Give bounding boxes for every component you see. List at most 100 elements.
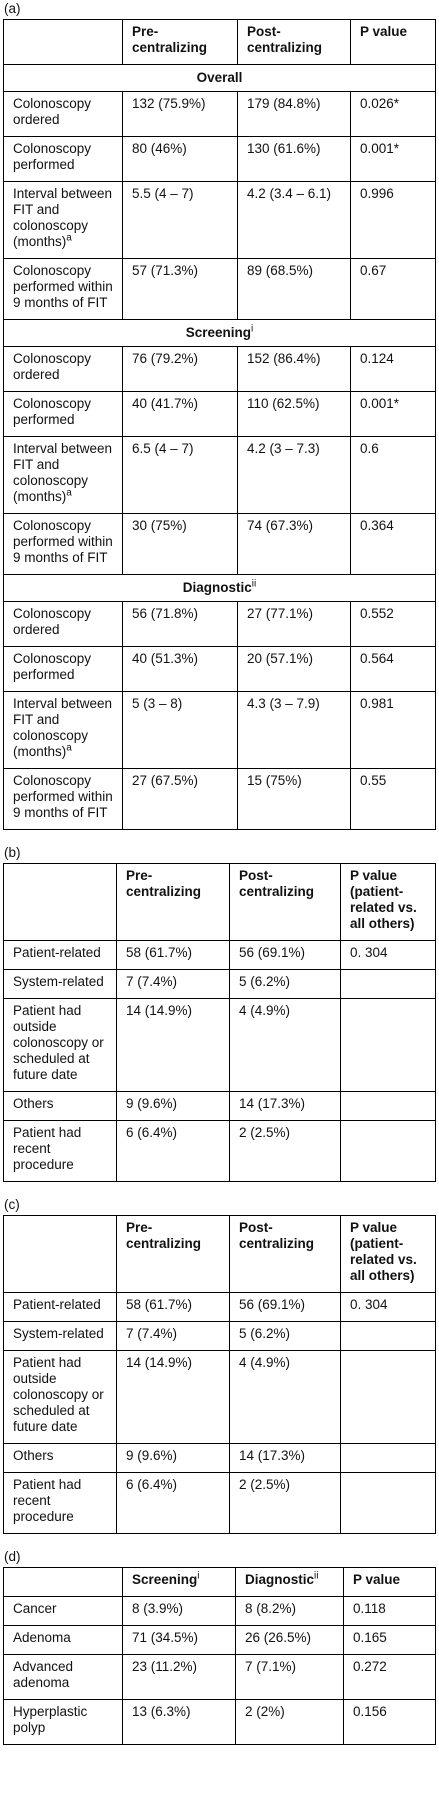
cell: 56 (71.8%) xyxy=(122,601,238,647)
cell-text: Adenoma xyxy=(13,1630,71,1645)
header-cell: Post-centralizing xyxy=(229,1215,341,1293)
cell: 4.2 (3 – 7.3) xyxy=(237,436,351,514)
header-cell: Pre-centralizing xyxy=(122,19,238,65)
table-row: Adenoma 71 (34.5%) 26 (26.5%) 0.165 xyxy=(3,1625,436,1655)
cell: 0.124 xyxy=(350,346,436,392)
row-label: Adenoma xyxy=(3,1625,123,1655)
cell: 89 (68.5%) xyxy=(237,258,351,320)
cell: 40 (41.7%) xyxy=(122,391,238,437)
cell: 9 (9.6%) xyxy=(116,1443,230,1473)
cell-text: Interval between FIT and colonoscopy (mo… xyxy=(13,441,113,504)
row-label: Patient-related xyxy=(3,940,117,970)
cell-text: Advanced adenoma xyxy=(13,1659,74,1690)
cell: 6.5 (4 – 7) xyxy=(122,436,238,514)
table-label: (d) xyxy=(4,1549,21,1564)
cell: 30 (75%) xyxy=(122,513,238,575)
table-row: Colonoscopy ordered 56 (71.8%) 27 (77.1%) 0… xyxy=(3,601,436,647)
table-row: Interval between FIT and colonoscopy (mo… xyxy=(3,436,436,514)
cell: 5 (6.2%) xyxy=(229,969,341,999)
table-label: (b) xyxy=(4,845,21,860)
header-cell: Screeningi xyxy=(122,1567,236,1597)
header-cell xyxy=(3,1567,123,1597)
cell: 152 (86.4%) xyxy=(237,346,351,392)
cell-text: Hyperplastic polyp xyxy=(13,1704,88,1735)
cell: 4 (4.9%) xyxy=(229,998,341,1092)
cell xyxy=(340,1120,436,1182)
header-cell: Pre-centralizing xyxy=(116,863,230,941)
row-label: Patient had recent procedure xyxy=(3,1120,117,1182)
row-label: Interval between FIT and colonoscopy (mo… xyxy=(3,691,123,769)
superscript: ii xyxy=(314,1570,319,1582)
row-label: Advanced adenoma xyxy=(3,1654,123,1700)
cell: 7 (7.4%) xyxy=(116,1321,230,1351)
header-cell xyxy=(3,19,123,65)
cell: 5.5 (4 – 7) xyxy=(122,181,238,259)
cell: 76 (79.2%) xyxy=(122,346,238,392)
cell xyxy=(340,1091,436,1121)
superscript: i xyxy=(197,1570,200,1582)
row-label: Patient had recent procedure xyxy=(3,1472,117,1534)
cell-text: Patient had recent procedure xyxy=(13,1477,82,1524)
cell: 4 (4.9%) xyxy=(229,1350,341,1444)
header-row: Pre-centralizing Post-centralizing P value xyxy=(3,19,436,65)
cell: 0.981 xyxy=(350,691,436,769)
cell-text: System-related xyxy=(13,974,104,989)
cell: 0.001* xyxy=(350,136,436,182)
table-row: Colonoscopy performed 40 (51.3%) 20 (57.1%… xyxy=(3,646,436,692)
header-row: Screeningi Diagnosticii P value xyxy=(3,1567,436,1597)
cell-text: Screening xyxy=(132,1572,198,1587)
header-cell: Post-centralizing xyxy=(237,19,351,65)
table-row: Interval between FIT and colonoscopy (mo… xyxy=(3,181,436,259)
cell: 0.001* xyxy=(350,391,436,437)
cell: 26 (26.5%) xyxy=(235,1625,344,1655)
row-label: Colonoscopy ordered xyxy=(3,601,123,647)
cell: 14 (14.9%) xyxy=(116,1350,230,1444)
cell xyxy=(340,1443,436,1473)
header-cell: Pre-centralizing xyxy=(116,1215,230,1293)
cell: 5 (6.2%) xyxy=(229,1321,341,1351)
section-row: Overall xyxy=(3,64,436,92)
superscript: a xyxy=(66,232,72,244)
cell-text: Others xyxy=(13,1448,54,1463)
cell-text: Interval between FIT and colonoscopy (mo… xyxy=(13,696,113,759)
cell: 6 (6.4%) xyxy=(116,1472,230,1534)
cell: 15 (75%) xyxy=(237,768,351,830)
cell: 56 (69.1%) xyxy=(229,940,341,970)
cell-text: Screening xyxy=(185,325,252,340)
section-title: Diagnosticii xyxy=(3,574,436,602)
cell xyxy=(340,1350,436,1444)
section-row: Screeningi xyxy=(3,319,436,347)
cell: 58 (61.7%) xyxy=(116,1292,230,1322)
cell: 0.6 xyxy=(350,436,436,514)
header-cell xyxy=(3,863,117,941)
header-cell: P value (patient-related vs. all others) xyxy=(340,863,436,941)
table-row: Hyperplastic polyp 13 (6.3%) 2 (2%) 0.156 xyxy=(3,1699,436,1745)
cell: 14 (17.3%) xyxy=(229,1091,341,1121)
header-cell: Post-centralizing xyxy=(229,863,341,941)
cell: 2 (2.5%) xyxy=(229,1120,341,1182)
superscript: i xyxy=(251,323,254,335)
cell-text: Colonoscopy ordered xyxy=(13,351,92,382)
table-row: Colonoscopy ordered 76 (79.2%) 152 (86.4%)… xyxy=(3,346,436,392)
cell xyxy=(340,969,436,999)
cell: 110 (62.5%) xyxy=(237,391,351,437)
table-row: Colonoscopy performed within 9 months of… xyxy=(3,768,436,830)
cell: 2 (2.5%) xyxy=(229,1472,341,1534)
data-table: Pre-centralizing Post-centralizing P value… xyxy=(3,1215,436,1534)
row-label: Colonoscopy ordered xyxy=(3,346,123,392)
superscript: ii xyxy=(251,578,257,590)
header-cell: P value (patient-related vs. all others) xyxy=(340,1215,436,1293)
row-label: Others xyxy=(3,1091,117,1121)
cell-text: Overall xyxy=(196,70,243,85)
superscript: a xyxy=(66,487,72,499)
table-row: Colonoscopy performed 80 (46%) 130 (61.6%)… xyxy=(3,136,436,182)
row-label: Cancer xyxy=(3,1596,123,1626)
cell: 57 (71.3%) xyxy=(122,258,238,320)
cell-text: Patient had recent procedure xyxy=(13,1125,82,1172)
data-table: Screeningi Diagnosticii P value Cancer 8 (3.… xyxy=(3,1567,436,1745)
cell: 27 (77.1%) xyxy=(237,601,351,647)
data-table: Pre-centralizing Post-centralizing P value… xyxy=(3,19,436,830)
row-label: Colonoscopy performed within 9 months of… xyxy=(3,768,123,830)
row-label: Colonoscopy performed within 9 months of… xyxy=(3,513,123,575)
table-row: Interval between FIT and colonoscopy (mo… xyxy=(3,691,436,769)
